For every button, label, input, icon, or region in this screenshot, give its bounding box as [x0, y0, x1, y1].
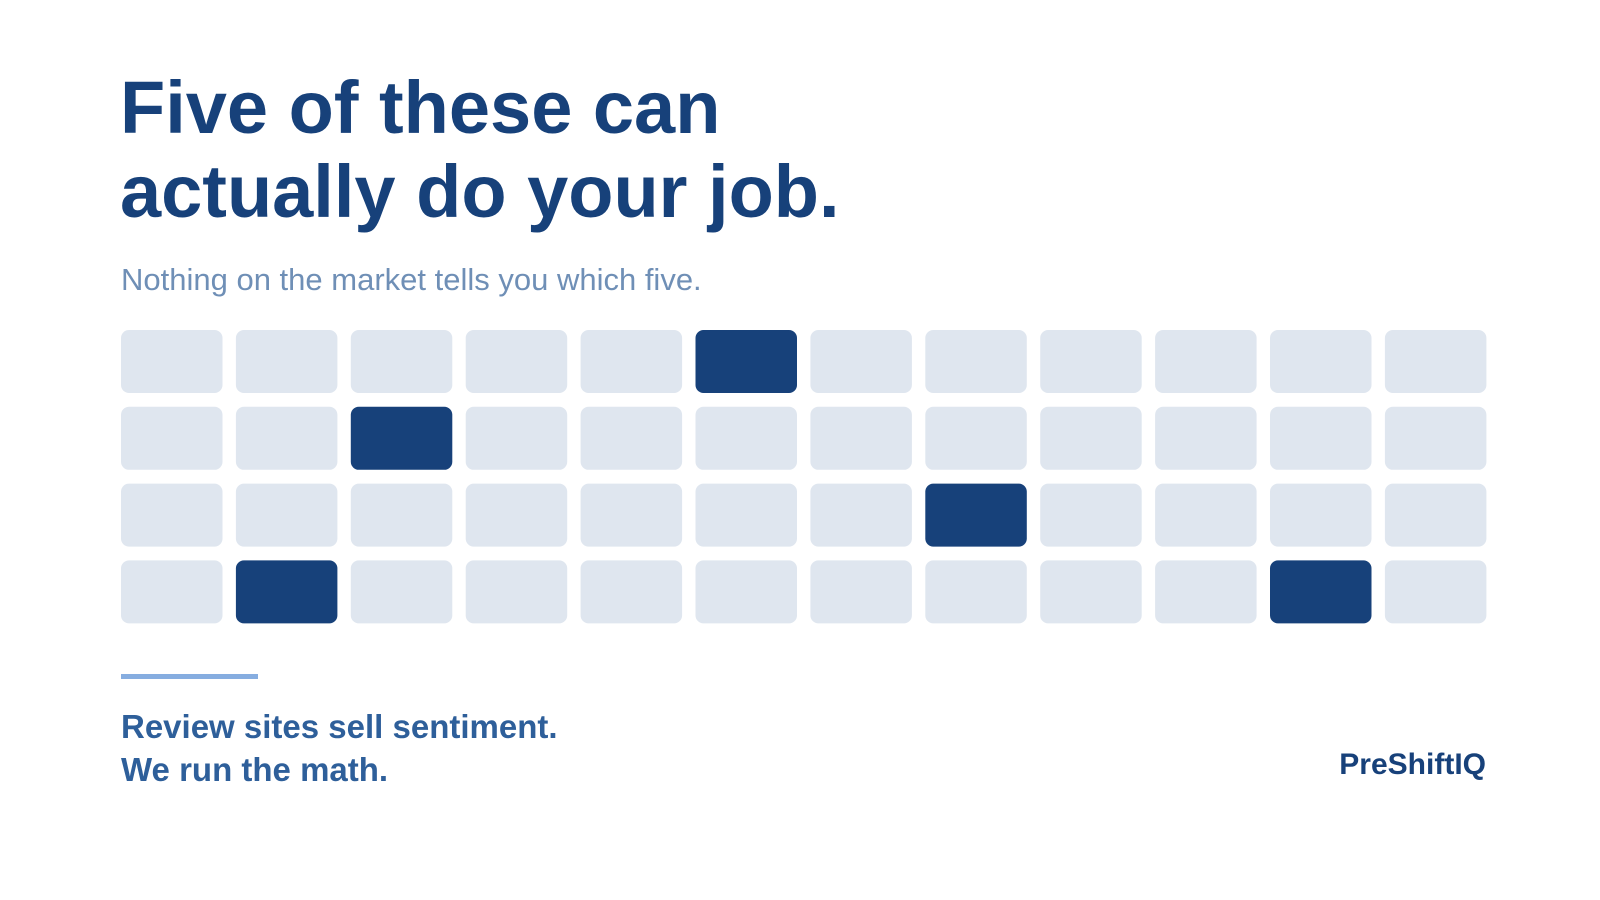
- grid-cell: [580, 483, 683, 547]
- grid-cell: [121, 560, 223, 624]
- grid-cell: [925, 330, 1027, 393]
- grid-cell: [1155, 483, 1257, 547]
- grid-cell: [925, 406, 1027, 470]
- grid-cell-highlighted: [695, 330, 797, 393]
- grid-cell: [121, 483, 223, 547]
- grid-cell: [580, 560, 683, 624]
- grid-cell: [465, 483, 568, 547]
- title-line: actually do your job.: [120, 150, 840, 233]
- grid-cell-highlighted: [350, 406, 453, 470]
- tagline-line: Review sites sell sentiment.: [121, 708, 558, 745]
- grid-cell: [1040, 483, 1142, 547]
- grid-cell: [1155, 560, 1257, 624]
- grid-cell: [810, 406, 912, 470]
- option-grid: [121, 330, 1487, 624]
- grid-cell: [1384, 406, 1487, 470]
- subtitle: Nothing on the market tells you which fi…: [121, 262, 702, 297]
- grid-cell: [235, 406, 338, 470]
- grid-cell-highlighted: [235, 560, 338, 624]
- grid-cell: [925, 560, 1027, 624]
- tagline-line: We run the math.: [121, 751, 388, 788]
- grid-cell-highlighted: [1270, 560, 1372, 624]
- grid-cell: [235, 483, 338, 547]
- grid-cell: [350, 560, 453, 624]
- grid-cell: [810, 560, 912, 624]
- grid-cell: [695, 483, 797, 547]
- divider: [121, 674, 258, 679]
- grid-cell: [1384, 483, 1487, 547]
- grid-cell: [1040, 330, 1142, 393]
- grid-cell: [1270, 330, 1372, 393]
- grid-cell: [1384, 330, 1487, 393]
- grid-cell: [580, 330, 683, 393]
- grid-cell: [580, 406, 683, 470]
- grid-cell: [1155, 406, 1257, 470]
- grid-cell: [810, 330, 912, 393]
- grid-cell: [1270, 406, 1372, 470]
- grid-cell: [1040, 406, 1142, 470]
- grid-cell: [350, 483, 453, 547]
- grid-cell: [465, 560, 568, 624]
- brand: PreShiftIQ: [1339, 748, 1486, 781]
- grid-cell: [1040, 560, 1142, 624]
- grid-cell: [465, 406, 568, 470]
- grid-cell: [121, 330, 223, 393]
- grid-cell: [1270, 483, 1372, 547]
- grid-cell: [465, 330, 568, 393]
- grid-cell: [121, 406, 223, 470]
- grid-cell: [350, 330, 453, 393]
- grid-cell: [1384, 560, 1487, 624]
- grid-cell: [695, 406, 797, 470]
- grid-cell-highlighted: [925, 483, 1027, 547]
- grid-cell: [1155, 330, 1257, 393]
- grid-cell: [810, 483, 912, 547]
- title-line: Five of these can: [120, 66, 720, 149]
- grid-cell: [235, 330, 338, 393]
- grid-cell: [695, 560, 797, 624]
